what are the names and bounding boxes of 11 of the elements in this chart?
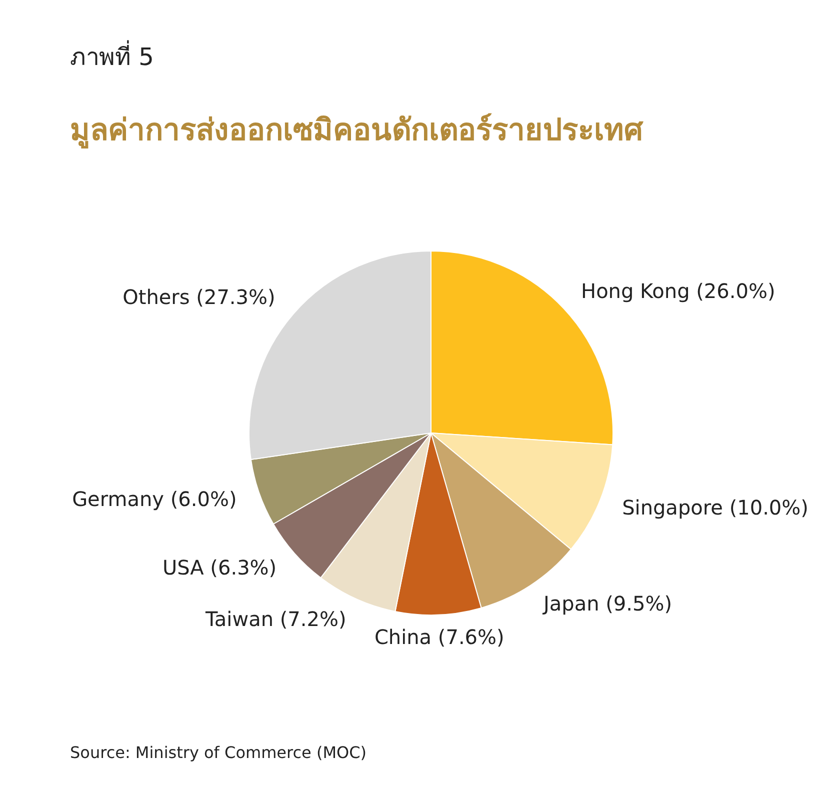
- chart-title: ภาพที่ 5: [70, 40, 154, 71]
- slice-label: Others (27.3%): [122, 285, 276, 310]
- slice-label: Singapore (10.0%): [622, 496, 808, 520]
- slice-label: Japan (9.5%): [541, 592, 672, 616]
- slice-label: Taiwan (7.2%): [204, 606, 346, 631]
- slice-label: USA (6.3%): [162, 555, 277, 580]
- slice-label: Hong Kong (26.0%): [581, 278, 776, 303]
- chart-subtitle: มูลค่าการส่งออกเซมิคอนดักเตอร์รายประเทศ: [70, 113, 644, 149]
- slice-label: Germany (6.0%): [72, 487, 237, 512]
- slice-label: China (7.6%): [374, 624, 504, 649]
- source-note: Source: Ministry of Commerce (MOC): [70, 743, 366, 762]
